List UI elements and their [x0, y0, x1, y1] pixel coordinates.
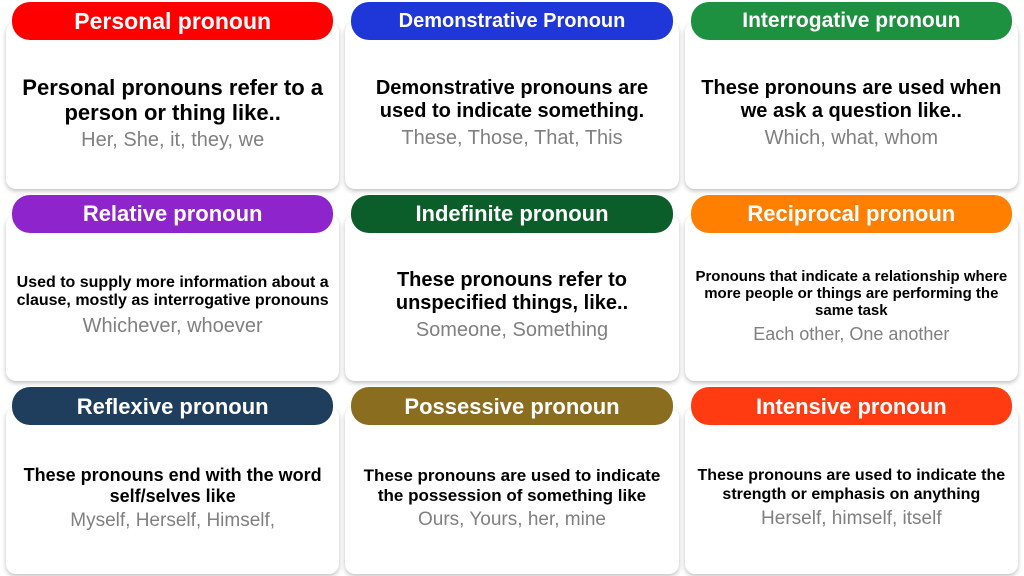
card-possessive-pronoun: Possessive pronoun These pronouns are us…: [345, 387, 678, 574]
card-description: These pronouns are used when we ask a qu…: [693, 77, 1010, 123]
card-examples: Her, She, it, they, we: [14, 129, 331, 152]
card-examples: Someone, Something: [353, 319, 670, 342]
card-body: Demonstrative pronouns are used to indic…: [345, 22, 678, 189]
card-body: Pronouns that indicate a relationship wh…: [685, 215, 1018, 382]
card-header: Relative pronoun: [12, 195, 333, 233]
card-body: These pronouns refer to unspecified thin…: [345, 215, 678, 382]
card-body: These pronouns end with the word self/se…: [6, 407, 339, 574]
card-description: These pronouns end with the word self/se…: [14, 465, 331, 506]
card-intensive-pronoun: Intensive pronoun These pronouns are use…: [685, 387, 1018, 574]
card-header: Demonstrative Pronoun: [351, 2, 672, 40]
card-description: Personal pronouns refer to a person or t…: [14, 75, 331, 126]
card-relative-pronoun: Relative pronoun Used to supply more inf…: [6, 195, 339, 382]
card-description: Pronouns that indicate a relationship wh…: [693, 268, 1010, 320]
card-examples: Herself, himself, itself: [693, 508, 1010, 530]
card-description: These pronouns refer to unspecified thin…: [353, 269, 670, 315]
card-body: These pronouns are used when we ask a qu…: [685, 22, 1018, 189]
card-demonstrative-pronoun: Demonstrative Pronoun Demonstrative pron…: [345, 2, 678, 189]
card-body: Used to supply more information about a …: [6, 215, 339, 382]
card-body: These pronouns are used to indicate the …: [345, 407, 678, 574]
card-examples: Ours, Yours, her, mine: [353, 509, 670, 531]
card-header: Reflexive pronoun: [12, 387, 333, 425]
card-description: Demonstrative pronouns are used to indic…: [353, 77, 670, 123]
card-interrogative-pronoun: Interrogative pronoun These pronouns are…: [685, 2, 1018, 189]
card-personal-pronoun: Personal pronoun Personal pronouns refer…: [6, 2, 339, 189]
card-description: These pronouns are used to indicate the …: [353, 466, 670, 505]
card-indefinite-pronoun: Indefinite pronoun These pronouns refer …: [345, 195, 678, 382]
card-header: Reciprocal pronoun: [691, 195, 1012, 233]
card-header: Possessive pronoun: [351, 387, 672, 425]
card-examples: These, Those, That, This: [353, 127, 670, 150]
card-description: These pronouns are used to indicate the …: [693, 467, 1010, 504]
card-reciprocal-pronoun: Reciprocal pronoun Pronouns that indicat…: [685, 195, 1018, 382]
card-reflexive-pronoun: Reflexive pronoun These pronouns end wit…: [6, 387, 339, 574]
card-body: These pronouns are used to indicate the …: [685, 407, 1018, 574]
card-body: Personal pronouns refer to a person or t…: [6, 22, 339, 189]
card-header: Indefinite pronoun: [351, 195, 672, 233]
card-description: Used to supply more information about a …: [14, 274, 331, 311]
card-examples: Which, what, whom: [693, 127, 1010, 150]
card-header: Intensive pronoun: [691, 387, 1012, 425]
card-examples: Myself, Herself, Himself,: [14, 510, 331, 532]
card-examples: Whichever, whoever: [14, 315, 331, 338]
card-header: Interrogative pronoun: [691, 2, 1012, 40]
card-examples: Each other, One another: [693, 324, 1010, 345]
card-header: Personal pronoun: [12, 2, 333, 40]
